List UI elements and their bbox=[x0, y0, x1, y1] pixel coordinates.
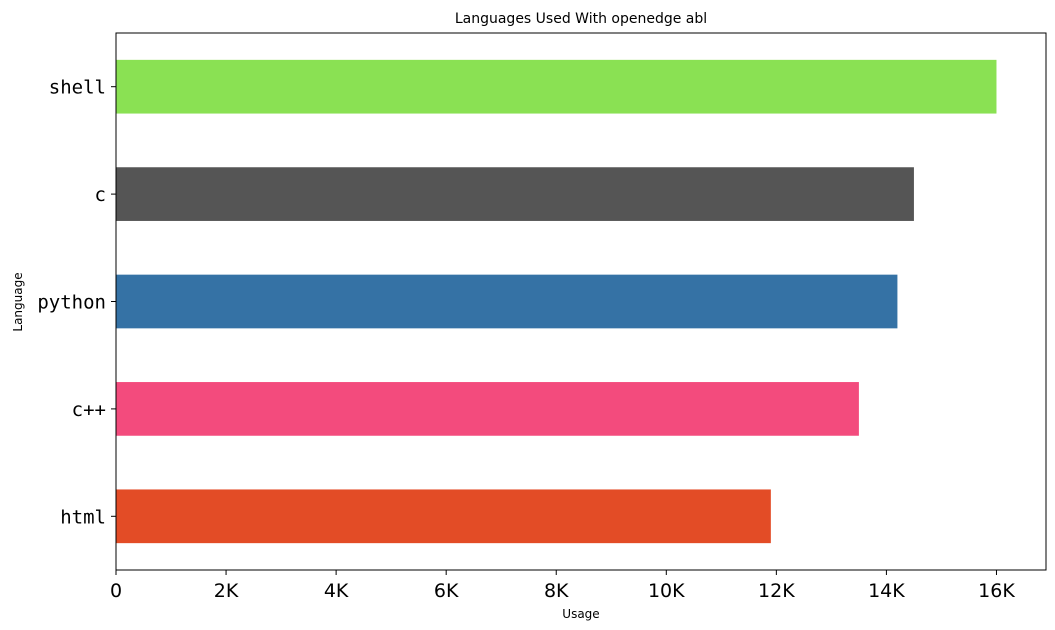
x-tick-label: 6K bbox=[434, 580, 459, 602]
bar-c bbox=[116, 167, 914, 221]
x-axis-ticks: 0 2K 4K 6K 8K 10K 12K 14K 16K bbox=[110, 570, 1015, 602]
bars-group bbox=[116, 59, 997, 544]
x-tick-label: 8K bbox=[544, 580, 569, 602]
y-axis-label: Language bbox=[11, 272, 25, 331]
bar-html bbox=[116, 489, 771, 544]
x-tick-label: 10K bbox=[648, 580, 685, 602]
y-tick-label: c bbox=[95, 184, 106, 206]
bar-c++ bbox=[116, 382, 859, 436]
x-tick-label: 16K bbox=[978, 580, 1015, 602]
x-tick-label: 0 bbox=[110, 580, 122, 602]
x-axis-label: Usage bbox=[562, 607, 599, 621]
y-tick-label: shell bbox=[49, 77, 106, 99]
x-tick-label: 2K bbox=[214, 580, 239, 602]
y-tick-label: c++ bbox=[72, 399, 106, 421]
y-tick-label: html bbox=[60, 506, 106, 528]
chart-title: Languages Used With openedge abl bbox=[455, 11, 707, 27]
x-tick-label: 4K bbox=[324, 580, 349, 602]
y-axis-ticks: shell c python c++ html bbox=[37, 77, 116, 528]
x-tick-label: 12K bbox=[758, 580, 795, 602]
bar-python bbox=[116, 274, 898, 329]
bar-shell bbox=[116, 59, 997, 114]
y-tick-label: python bbox=[37, 292, 106, 314]
x-tick-label: 14K bbox=[868, 580, 905, 602]
